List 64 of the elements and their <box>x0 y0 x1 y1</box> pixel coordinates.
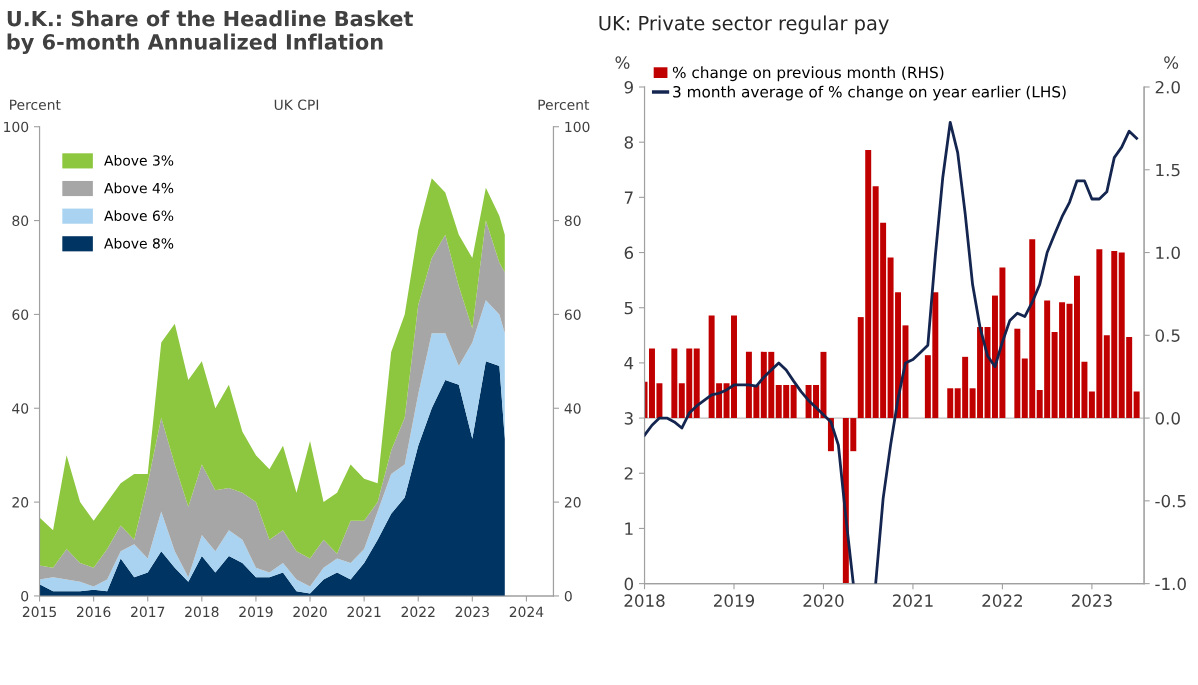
x-tick-label: 2019 <box>239 606 273 618</box>
x-tick-label: 2023 <box>1071 594 1112 607</box>
y-tick-label: 60 <box>12 309 29 320</box>
y-tick-label: 4 <box>624 357 634 370</box>
y-tick-label: 5 <box>624 301 633 315</box>
y2-tick-label: 0.0 <box>1155 412 1180 425</box>
bar <box>1014 328 1021 419</box>
chart-title: UK: Private sector regular pay <box>599 15 889 35</box>
y2-tick-label: 2.0 <box>1155 80 1180 94</box>
x-tick-label: 2016 <box>76 606 111 618</box>
y2-tick-label: 1.0 <box>1156 246 1180 260</box>
bar <box>1133 391 1140 419</box>
y2-tick-label: -1.0 <box>1155 577 1186 591</box>
y2-tick-label: 20 <box>564 497 581 508</box>
y-tick-label: 0 <box>624 577 633 591</box>
y-tick-label: 7 <box>624 191 633 204</box>
y2-tick-label: 1.5 <box>1156 163 1180 177</box>
y2-tick-label: 60 <box>564 309 581 320</box>
legend-label: Above 8% <box>104 237 174 249</box>
x-tick-label: 2023 <box>455 606 489 618</box>
y-tick-label: 40 <box>12 403 29 414</box>
y-tick-label: 9 <box>624 80 633 94</box>
bar <box>947 388 954 419</box>
y-tick-label: 6 <box>624 246 634 260</box>
bar <box>790 384 797 419</box>
x-tick-label: 2022 <box>982 594 1022 607</box>
x-tick-label: 2024 <box>509 606 544 618</box>
y-axis-title: % <box>615 56 630 69</box>
y2-tick-label: 80 <box>564 215 581 227</box>
x-tick-label: 2021 <box>347 606 381 618</box>
bar <box>671 348 678 419</box>
y2-tick-label: 100 <box>565 121 590 133</box>
y2-axis-title: Percent <box>538 99 590 110</box>
y-tick-label: 100 <box>4 121 29 133</box>
bar <box>693 348 700 419</box>
legend-label: Above 3% <box>104 154 174 166</box>
y2-tick-label: 0.5 <box>1155 329 1180 342</box>
y-tick-label: 3 <box>624 412 633 425</box>
y-tick-label: 0 <box>21 590 29 602</box>
legend-label: 3 month average of % change on year earlier (LHS) <box>673 85 1066 101</box>
y2-axis-title: % <box>1164 56 1179 69</box>
y-axis-title: Percent <box>10 99 61 110</box>
x-tick-label: 2022 <box>401 606 435 618</box>
y-tick-label: 2 <box>624 467 633 480</box>
chart-title: U.K.: Share of the Headline Basket by 6-month Annualized Inflation <box>7 10 413 54</box>
x-tick-label: 2020 <box>803 594 844 607</box>
y2-tick-label: 0 <box>564 590 572 602</box>
y-tick-label: 20 <box>12 497 29 508</box>
x-tick-label: 2018 <box>185 606 219 618</box>
text: UK CPI <box>274 99 319 110</box>
legend-label: % change on previous month (RHS) <box>672 66 944 82</box>
y-tick-label: 8 <box>624 136 633 149</box>
x-tick-label: 2017 <box>131 606 165 618</box>
y2-tick-label: -0.5 <box>1155 494 1186 508</box>
legend-label: Above 4% <box>104 182 174 194</box>
x-tick-label: 2018 <box>624 594 665 607</box>
x-tick-label: 2015 <box>22 606 56 618</box>
legend-label: Above 6% <box>104 210 174 221</box>
y-tick-label: 1 <box>625 522 633 535</box>
x-tick-label: 2021 <box>892 594 933 607</box>
y2-tick-label: 40 <box>564 403 581 414</box>
y-tick-label: 80 <box>12 215 29 227</box>
x-tick-label: 2020 <box>293 606 327 618</box>
x-tick-label: 2019 <box>714 594 755 607</box>
